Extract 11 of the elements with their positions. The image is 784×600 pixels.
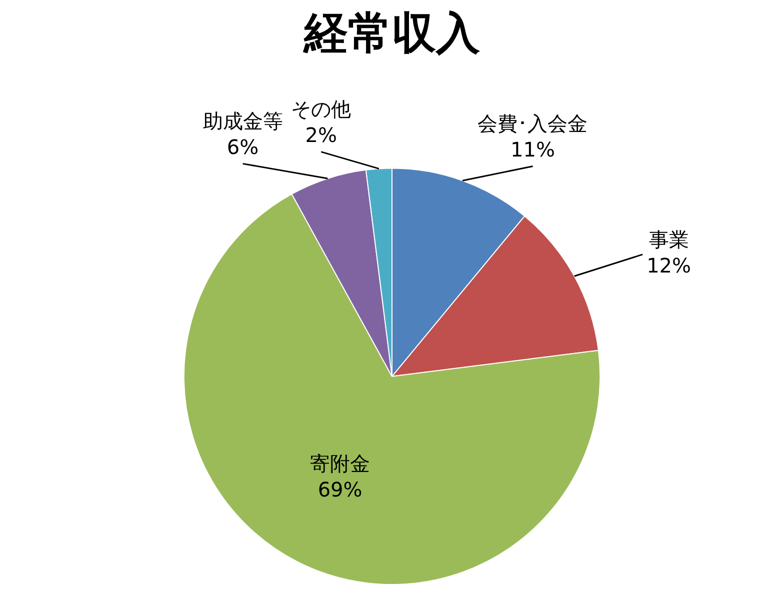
data-label: 11% xyxy=(510,137,555,162)
data-label: 12% xyxy=(646,254,692,278)
slice-label: その他 xyxy=(291,97,352,122)
data-label: 69% xyxy=(318,478,362,502)
slice-label: 寄附金 xyxy=(310,452,370,476)
slice-label: 会費･入会金 xyxy=(478,111,588,136)
chart-title: 経常収入 xyxy=(302,8,481,59)
data-label: 6% xyxy=(226,134,259,159)
slice-label: 助成金等 xyxy=(202,108,283,133)
slice-label: 事業 xyxy=(648,228,689,252)
data-label: 2% xyxy=(305,123,337,148)
